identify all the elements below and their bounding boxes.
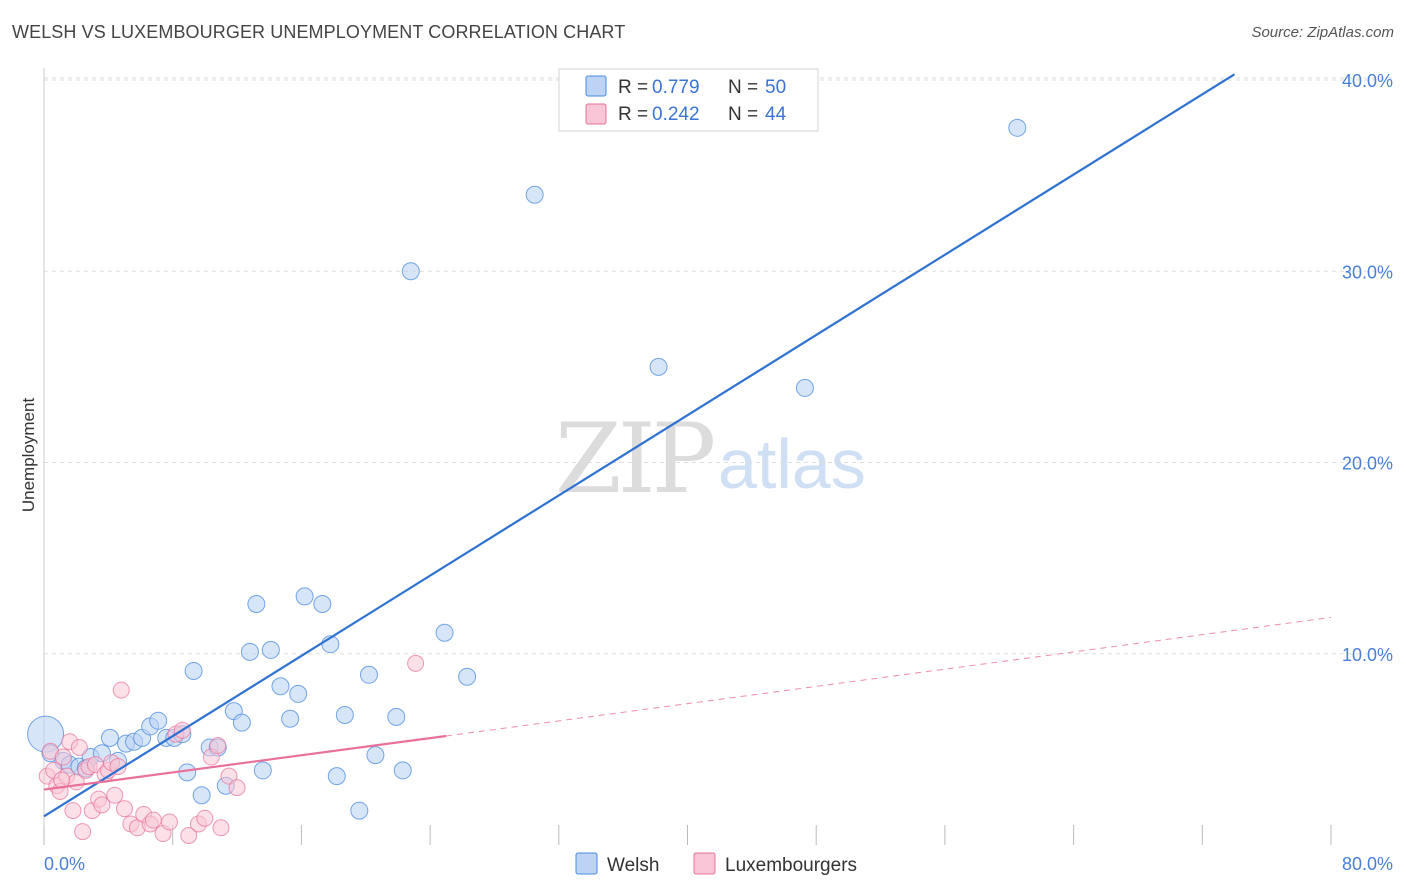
bottom-legend-lux-label: Luxembourgers: [725, 855, 857, 876]
legend-box: R = 0.779 N = 50 R = 0.242 N = 44: [558, 68, 819, 132]
tick-labels: 10.0% 20.0% 30.0% 40.0% 0.0% 80.0%: [44, 71, 1393, 874]
lux-point: [212, 819, 230, 837]
legend-welsh-r-label: R =: [618, 77, 648, 98]
lux-point: [112, 681, 130, 699]
welsh-point: [313, 595, 332, 614]
welsh-point: [100, 728, 119, 747]
lux-point: [109, 758, 127, 776]
lux-point: [106, 786, 124, 804]
source-credit: Source: ZipAtlas.com: [1251, 24, 1394, 41]
lux-series: [38, 654, 425, 844]
lux-point: [74, 823, 92, 841]
watermark-atlas: atlas: [718, 425, 866, 503]
welsh-point: [335, 705, 354, 724]
bottom-legend-welsh-swatch: [575, 852, 598, 875]
welsh-point: [289, 684, 308, 703]
welsh-point: [435, 623, 454, 642]
welsh-series: [27, 118, 1027, 820]
welsh-point: [350, 801, 369, 820]
lux-point: [407, 654, 425, 672]
y-tick-label: 40.0%: [1342, 71, 1393, 91]
welsh-point: [387, 707, 406, 726]
lux-point: [115, 800, 133, 818]
welsh-point: [271, 677, 290, 696]
lux-point: [64, 802, 82, 820]
y-axis-label: Unemployment: [19, 398, 38, 513]
legend-lux-r-label: R =: [618, 104, 648, 125]
welsh-point: [359, 665, 378, 684]
welsh-point: [401, 262, 420, 281]
welsh-point: [649, 357, 668, 376]
welsh-point: [295, 587, 314, 606]
chart-title: WELSH VS LUXEMBOURGER UNEMPLOYMENT CORRE…: [12, 22, 626, 42]
y-tick-label: 20.0%: [1342, 454, 1393, 474]
welsh-point: [1008, 118, 1027, 137]
x-tick-label-max: 80.0%: [1342, 854, 1393, 874]
trend-lines: [43, 73, 1332, 818]
lux-point: [93, 796, 111, 814]
lux-trend-line: [43, 734, 447, 791]
welsh-point: [240, 642, 259, 661]
legend-welsh-r-value: 0.779: [652, 77, 700, 98]
bottom-legend-welsh-label: Welsh: [607, 855, 659, 876]
legend-welsh-swatch: [585, 75, 607, 97]
welsh-point: [232, 713, 251, 732]
legend-welsh-n-label: N =: [728, 77, 758, 98]
gridlines: [44, 77, 1392, 655]
legend-lux-r-value: 0.242: [652, 104, 700, 125]
bottom-legend: Welsh Luxembourgers: [575, 852, 857, 876]
lux-point: [196, 809, 214, 827]
welsh-point: [261, 640, 280, 659]
welsh-point: [253, 761, 272, 780]
legend-welsh-n-value: 50: [765, 77, 786, 98]
lux-point: [228, 779, 246, 797]
legend-lux-n-label: N =: [728, 104, 758, 125]
lux-point: [144, 811, 162, 829]
lux-point: [209, 737, 227, 755]
y-tick-label: 30.0%: [1342, 262, 1393, 282]
welsh-point: [393, 761, 412, 780]
welsh-point: [247, 595, 266, 614]
lux-point: [160, 813, 178, 831]
welsh-point: [281, 709, 300, 728]
axes: [43, 68, 1332, 845]
welsh-point: [184, 661, 203, 680]
welsh-point: [795, 378, 814, 397]
y-tick-label: 10.0%: [1342, 645, 1393, 665]
lux-trend-line-dashed: [446, 616, 1332, 737]
welsh-point: [327, 767, 346, 786]
watermark-zip: ZIP: [555, 403, 714, 515]
welsh-point: [192, 786, 211, 805]
lux-point: [54, 748, 72, 766]
lux-point: [180, 826, 198, 844]
x-tick-label-min: 0.0%: [44, 854, 85, 874]
legend-lux-n-value: 44: [765, 104, 787, 125]
welsh-point: [366, 746, 385, 765]
welsh-trend-line: [43, 73, 1236, 818]
welsh-point: [458, 667, 477, 686]
lux-point: [70, 738, 88, 756]
legend-lux-swatch: [585, 103, 607, 125]
welsh-point: [149, 711, 168, 730]
welsh-point: [525, 185, 544, 204]
bottom-legend-lux-swatch: [693, 852, 716, 875]
